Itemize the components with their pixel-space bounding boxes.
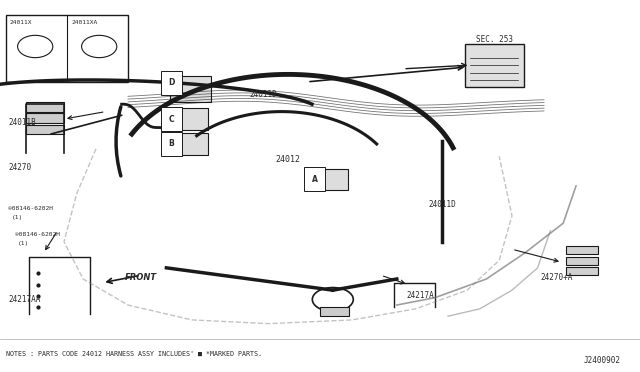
Text: SEC. 253: SEC. 253 (476, 35, 513, 44)
Text: 24011B: 24011B (8, 118, 36, 127)
FancyBboxPatch shape (170, 76, 211, 102)
Bar (566, 246, 598, 254)
Text: 24012: 24012 (275, 155, 300, 164)
Text: 24011X: 24011X (10, 20, 32, 25)
Bar (26, 113, 64, 123)
Text: D: D (168, 78, 175, 87)
Bar (566, 267, 598, 275)
Text: C: C (169, 115, 174, 124)
Text: FRONT: FRONT (125, 273, 157, 282)
Text: ®08146-6202H: ®08146-6202H (8, 206, 53, 211)
Text: 24011D: 24011D (250, 90, 277, 99)
Text: J2400902: J2400902 (584, 356, 621, 365)
Bar (26, 125, 64, 134)
Text: NOTES : PARTS CODE 24012 HARNESS ASSY INCLUDES' ■ *MARKED PARTS.: NOTES : PARTS CODE 24012 HARNESS ASSY IN… (6, 350, 262, 356)
Text: 24011XA: 24011XA (72, 20, 98, 25)
Bar (6, 15, 128, 82)
Text: 24270+A: 24270+A (541, 273, 573, 282)
FancyBboxPatch shape (170, 108, 208, 130)
Text: 24217A: 24217A (406, 291, 434, 300)
Bar (26, 102, 64, 112)
Text: (1): (1) (12, 215, 23, 220)
Bar (566, 257, 598, 265)
Text: 24011D: 24011D (429, 200, 456, 209)
Text: (1): (1) (18, 241, 29, 246)
Text: 24270: 24270 (8, 163, 31, 172)
Text: A: A (312, 175, 318, 184)
FancyBboxPatch shape (313, 169, 348, 190)
Bar (320, 307, 349, 316)
Text: B: B (169, 140, 174, 148)
FancyBboxPatch shape (465, 44, 524, 87)
FancyBboxPatch shape (170, 133, 208, 155)
Text: 24217AA: 24217AA (8, 295, 41, 304)
Text: ®08146-6202H: ®08146-6202H (15, 232, 60, 237)
